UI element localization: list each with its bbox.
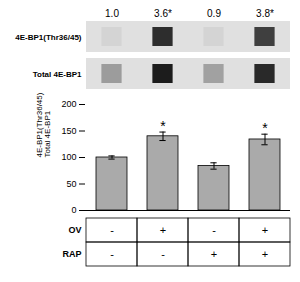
svg-text:-: - (110, 248, 114, 260)
svg-text:*: * (262, 120, 268, 136)
svg-text:4E-BP1(Thr36/45) /Total 4E-BP1: 4E-BP1(Thr36/45) /Total 4E-BP1 (35, 92, 52, 158)
svg-text:50: 50 (66, 179, 76, 189)
svg-text:-: - (212, 224, 216, 236)
svg-text:150: 150 (61, 126, 76, 136)
svg-text:1.0: 1.0 (105, 8, 119, 19)
svg-text:100: 100 (61, 152, 76, 162)
svg-text:+: + (262, 248, 268, 260)
svg-text:OV: OV (68, 225, 81, 235)
svg-text:3.8*: 3.8* (256, 8, 274, 19)
svg-text:+: + (262, 224, 268, 236)
svg-text:+: + (211, 248, 217, 260)
svg-text:3.6*: 3.6* (154, 8, 172, 19)
svg-text:RAP: RAP (62, 249, 81, 259)
svg-text:+: + (160, 224, 166, 236)
svg-text:0.9: 0.9 (207, 8, 221, 19)
svg-text:-: - (110, 224, 114, 236)
svg-text:-: - (161, 248, 165, 260)
svg-text:0: 0 (71, 205, 76, 214)
svg-text:200: 200 (61, 99, 76, 109)
svg-text:Total 4E-BP1: Total 4E-BP1 (33, 70, 82, 79)
svg-text:4E-BP1(Thr36/45): 4E-BP1(Thr36/45) (15, 33, 82, 42)
svg-text:*: * (160, 118, 166, 134)
